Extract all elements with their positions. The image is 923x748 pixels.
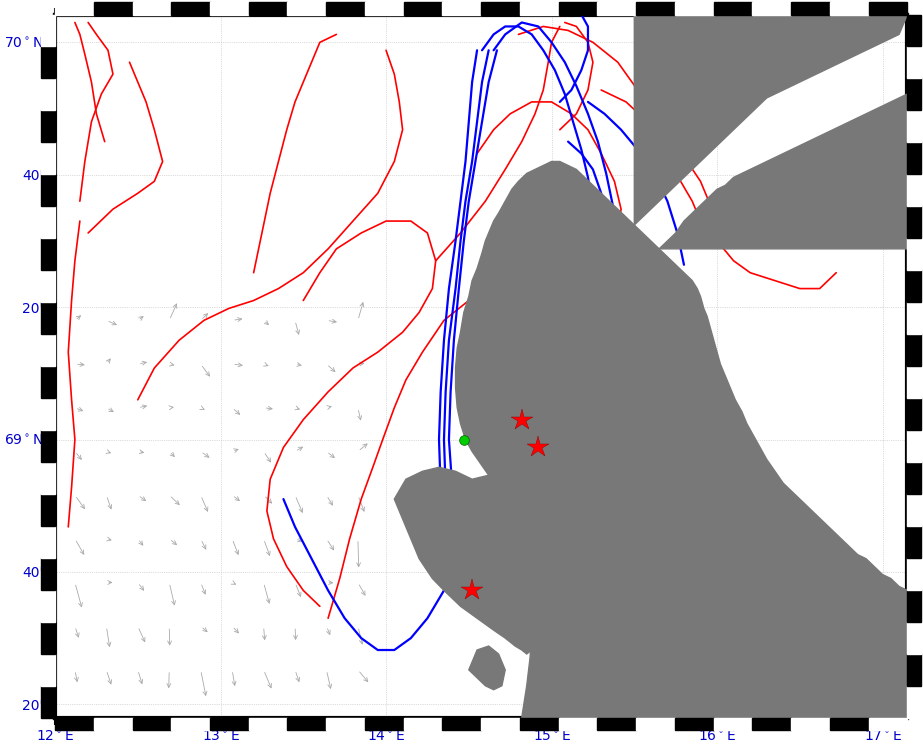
Bar [210, 2, 249, 14]
Bar [42, 526, 55, 558]
Bar [172, 717, 210, 730]
Polygon shape [469, 646, 505, 690]
Polygon shape [456, 162, 907, 717]
Bar [42, 366, 55, 398]
Bar [907, 111, 921, 142]
Bar [907, 206, 921, 238]
Polygon shape [659, 94, 907, 249]
Bar [907, 494, 921, 526]
Bar [42, 174, 55, 206]
Bar [907, 174, 921, 206]
Bar [403, 2, 442, 14]
Bar [636, 2, 675, 14]
Bar [42, 238, 55, 270]
Bar [42, 686, 55, 717]
Bar [869, 717, 907, 730]
Bar [791, 717, 830, 730]
Bar [907, 142, 921, 174]
Bar [42, 302, 55, 334]
Bar [520, 717, 558, 730]
Bar [287, 717, 326, 730]
Bar [42, 79, 55, 111]
Bar [172, 2, 210, 14]
Bar [42, 270, 55, 302]
Bar [907, 654, 921, 686]
Bar [326, 2, 365, 14]
Bar [752, 717, 791, 730]
Bar [907, 686, 921, 717]
Bar [752, 2, 791, 14]
Bar [94, 717, 133, 730]
Bar [907, 526, 921, 558]
Bar [830, 2, 869, 14]
Bar [830, 717, 869, 730]
Polygon shape [560, 289, 725, 452]
Bar [133, 2, 172, 14]
Bar [249, 717, 287, 730]
Bar [597, 717, 636, 730]
Bar [94, 2, 133, 14]
Bar [42, 14, 55, 46]
Bar [42, 494, 55, 526]
Bar [55, 717, 94, 730]
Bar [907, 14, 921, 46]
Bar [675, 2, 713, 14]
Bar [597, 2, 636, 14]
Bar [907, 302, 921, 334]
Bar [907, 398, 921, 430]
Bar [907, 334, 921, 366]
Bar [55, 2, 94, 14]
Bar [907, 79, 921, 111]
Bar [907, 270, 921, 302]
Bar [907, 558, 921, 589]
Bar [42, 462, 55, 494]
Polygon shape [601, 586, 642, 638]
Polygon shape [634, 14, 907, 225]
Bar [249, 2, 287, 14]
Bar [365, 717, 403, 730]
Bar [791, 2, 830, 14]
Bar [558, 717, 597, 730]
Bar [481, 2, 520, 14]
Bar [133, 717, 172, 730]
Bar [365, 2, 403, 14]
Bar [42, 142, 55, 174]
Bar [869, 2, 907, 14]
Bar [907, 462, 921, 494]
Polygon shape [560, 459, 588, 503]
Bar [42, 558, 55, 589]
Bar [42, 589, 55, 622]
Bar [907, 622, 921, 654]
Bar [636, 717, 675, 730]
Bar [907, 238, 921, 270]
Bar [326, 717, 365, 730]
Bar [42, 430, 55, 462]
Bar [42, 46, 55, 79]
Bar [907, 366, 921, 398]
Bar [42, 654, 55, 686]
Bar [481, 717, 520, 730]
Bar [907, 589, 921, 622]
Bar [713, 717, 752, 730]
Bar [42, 622, 55, 654]
Bar [403, 717, 442, 730]
Bar [42, 206, 55, 238]
Bar [42, 334, 55, 366]
Bar [287, 2, 326, 14]
Bar [42, 398, 55, 430]
Bar [442, 2, 481, 14]
Bar [442, 717, 481, 730]
Bar [558, 2, 597, 14]
Bar [210, 717, 249, 730]
Bar [907, 430, 921, 462]
Bar [713, 2, 752, 14]
Bar [907, 46, 921, 79]
Bar [520, 2, 558, 14]
Polygon shape [394, 468, 609, 654]
Bar [675, 717, 713, 730]
Bar [42, 111, 55, 142]
